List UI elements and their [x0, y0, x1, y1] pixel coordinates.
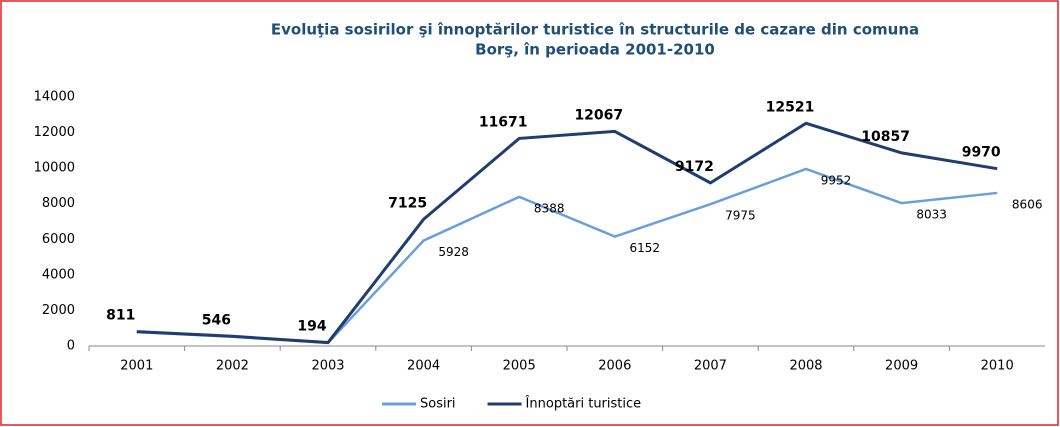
data-label: 6152 — [630, 241, 661, 255]
data-label: 8388 — [534, 201, 565, 215]
x-tick-label: 2002 — [216, 359, 249, 374]
series-line — [136, 121, 998, 345]
data-label: 10857 — [861, 129, 910, 145]
legend-label: Sosiri — [420, 397, 456, 412]
x-tick-label: 2004 — [407, 359, 440, 374]
data-label: 5928 — [438, 245, 469, 259]
y-tick-label: 12000 — [34, 125, 75, 140]
y-tick-label: 4000 — [42, 267, 75, 282]
y-tick-label: 2000 — [42, 303, 75, 318]
data-label: 9952 — [821, 173, 852, 187]
data-label: 9970 — [962, 145, 1001, 161]
data-label: 811 — [106, 308, 135, 324]
y-tick-label: 10000 — [34, 161, 75, 176]
data-label: 12521 — [766, 99, 815, 115]
x-tick-label: 2005 — [503, 359, 536, 374]
data-label: 8033 — [916, 208, 947, 222]
x-tick-label: 2009 — [885, 359, 918, 374]
chart-title: Borş, în perioada 2001-2010 — [475, 41, 715, 59]
data-label: 7125 — [388, 195, 427, 211]
data-label: 7975 — [725, 209, 756, 223]
legend-label: Înnoptări turistice — [525, 396, 642, 412]
y-tick-label: 6000 — [42, 232, 75, 247]
data-label: 11671 — [479, 114, 528, 130]
y-tick-label: 0 — [67, 339, 75, 354]
x-tick-label: 2003 — [311, 359, 344, 374]
x-tick-label: 2008 — [789, 359, 822, 374]
y-tick-label: 14000 — [34, 90, 75, 105]
data-label: 8606 — [1012, 197, 1043, 211]
x-tick-label: 2007 — [694, 359, 727, 374]
chart-title: Evoluţia sosirilor şi înnoptărilor turis… — [271, 21, 919, 39]
x-tick-label: 2001 — [120, 359, 153, 374]
data-label: 9172 — [675, 159, 714, 175]
data-label: 546 — [202, 312, 231, 328]
x-tick-label: 2010 — [981, 359, 1014, 374]
data-label: 194 — [297, 319, 326, 335]
x-tick-label: 2006 — [598, 359, 631, 374]
data-label: 12067 — [574, 107, 623, 123]
y-tick-label: 8000 — [42, 196, 75, 211]
